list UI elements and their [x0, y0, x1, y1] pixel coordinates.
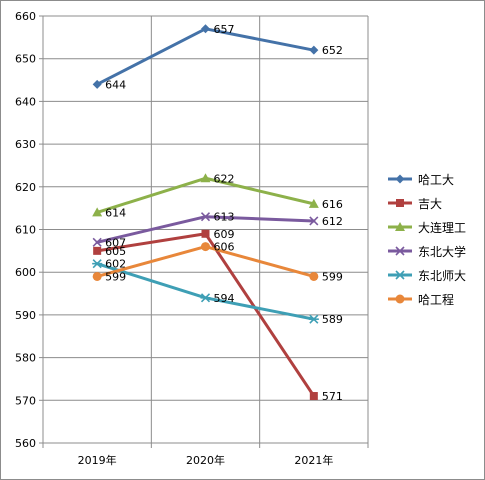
data-label: 607 [105, 236, 126, 249]
data-point [92, 259, 103, 269]
legend-item: 吉大 [388, 197, 442, 211]
legend-label: 哈工大 [418, 173, 454, 187]
series-line [95, 176, 316, 214]
y-tick-label: 610 [15, 224, 36, 237]
data-label: 644 [105, 78, 126, 91]
x-tick-label: 2021年 [294, 453, 333, 467]
legend-item: 东北大学 [388, 244, 466, 259]
legend-marker [395, 270, 405, 280]
series-3 [92, 173, 319, 217]
legend-item: 哈工程 [388, 292, 454, 307]
data-point [309, 216, 319, 226]
series-1 [92, 24, 319, 89]
marker-stroke [92, 237, 102, 247]
data-point [308, 198, 319, 208]
legend-label: 吉大 [418, 197, 442, 211]
data-label: 594 [214, 292, 235, 305]
data-label: 599 [322, 270, 343, 283]
legend-label: 大连理工 [418, 220, 466, 235]
y-tick-label: 560 [15, 437, 36, 450]
legend-marker [395, 174, 405, 184]
legend-item: 东北师大 [388, 269, 466, 283]
data-point [308, 314, 319, 324]
data-point [92, 237, 102, 247]
data-point [200, 293, 211, 303]
y-tick-label: 630 [15, 138, 36, 151]
data-point [200, 173, 211, 183]
data-label: 622 [214, 172, 235, 185]
data-point [93, 246, 102, 255]
data-point [92, 271, 102, 281]
series-4 [92, 212, 319, 247]
y-tick-label: 590 [15, 309, 36, 322]
marker-stroke [200, 212, 211, 222]
legend-marker [396, 199, 404, 207]
y-tick-label: 650 [15, 53, 36, 66]
y-tick-label: 640 [15, 95, 36, 108]
data-point [200, 212, 211, 222]
data-point [201, 242, 210, 252]
series-5 [92, 259, 319, 324]
data-label: 613 [214, 211, 235, 224]
data-point [309, 271, 319, 281]
legend-label: 东北师大 [418, 269, 466, 283]
series-line [95, 27, 316, 86]
data-point [309, 45, 319, 55]
data-label: 599 [105, 270, 126, 283]
y-tick-label: 600 [15, 266, 36, 279]
data-label: 609 [214, 228, 235, 241]
data-label: 612 [322, 215, 343, 228]
data-point [201, 24, 210, 34]
data-label: 602 [105, 258, 126, 271]
data-point [309, 392, 318, 401]
y-tick-label: 620 [15, 181, 36, 194]
data-label: 606 [214, 241, 235, 254]
y-tick-label: 580 [15, 352, 36, 365]
x-tick-label: 2020年 [186, 453, 225, 467]
series-6 [92, 242, 319, 281]
data-label: 652 [322, 44, 343, 57]
data-point [201, 229, 210, 238]
data-label: 589 [322, 313, 343, 326]
y-tick-label: 570 [15, 394, 36, 407]
data-label: 605 [105, 245, 126, 258]
data-label: 571 [322, 390, 343, 403]
data-point [92, 207, 103, 217]
data-label: 614 [105, 206, 126, 219]
legend-label: 哈工程 [418, 292, 454, 307]
legend-item: 大连理工 [388, 220, 466, 235]
series-2 [93, 229, 318, 401]
marker-stroke [395, 246, 405, 256]
y-tick-label: 660 [15, 10, 36, 23]
legend-marker [395, 294, 405, 304]
data-point [92, 79, 102, 89]
legend-marker [395, 222, 405, 231]
legend-label: 东北大学 [418, 244, 466, 259]
legend-marker [395, 246, 405, 256]
data-label: 657 [214, 23, 235, 36]
data-label: 616 [322, 198, 343, 211]
marker-stroke [309, 216, 319, 226]
x-tick-label: 2019年 [78, 453, 117, 467]
legend-item: 哈工大 [388, 173, 454, 187]
